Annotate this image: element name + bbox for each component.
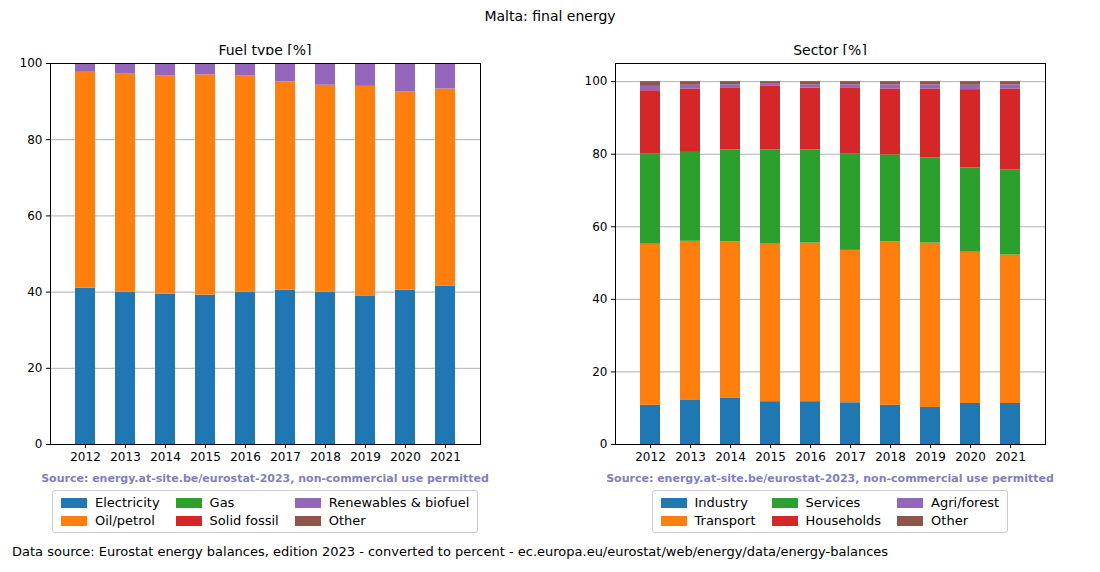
svg-text:2019: 2019: [350, 450, 381, 464]
svg-text:100: 100: [20, 56, 43, 70]
html-text:Agri/forest: Agri/forest: [931, 495, 999, 510]
svg-text:60: 60: [27, 209, 42, 223]
html-text:Industry: Industry: [694, 495, 748, 510]
svg-text:2016: 2016: [795, 450, 826, 464]
html-text:Transport: Transport: [694, 513, 756, 528]
html-text:Households: Households: [805, 513, 882, 528]
svg-text:2014: 2014: [150, 450, 181, 464]
html-text:Source: energy.at-site.be/euro: Source: energy.at-site.be/eurostat-2023,…: [606, 472, 1054, 485]
html-text:Fuel type [%]: Fuel type [%]: [218, 42, 312, 58]
html-text:Malta: final energy: Malta: final energy: [484, 8, 616, 24]
svg-text:2015: 2015: [755, 450, 786, 464]
svg-text:2013: 2013: [110, 450, 141, 464]
svg-text:80: 80: [27, 133, 42, 147]
svg-text:2018: 2018: [310, 450, 341, 464]
svg-text:80: 80: [592, 147, 607, 161]
html-text:Renewables & biofuel: Renewables & biofuel: [328, 495, 470, 510]
svg-text:100: 100: [585, 74, 608, 88]
html-text:Gas: Gas: [209, 495, 235, 510]
svg-text:40: 40: [592, 292, 607, 306]
svg-text:2021: 2021: [995, 450, 1026, 464]
svg-text:60: 60: [592, 220, 607, 234]
svg-text:2019: 2019: [915, 450, 946, 464]
svg-text:2020: 2020: [955, 450, 986, 464]
svg-text:2017: 2017: [270, 450, 301, 464]
html-text:Data source: Eurostat energy b: Data source: Eurostat energy balances, e…: [12, 544, 889, 559]
svg-text:2014: 2014: [715, 450, 746, 464]
svg-text:2016: 2016: [230, 450, 261, 464]
html-text:Source: energy.at-site.be/euro: Source: energy.at-site.be/eurostat-2023,…: [41, 472, 489, 485]
svg-text:40: 40: [27, 285, 42, 299]
svg-text:2021: 2021: [430, 450, 461, 464]
svg-text:20: 20: [27, 361, 42, 375]
svg-text:2018: 2018: [875, 450, 906, 464]
html-text:Other: Other: [328, 513, 366, 528]
html-text:Solid fossil: Solid fossil: [209, 513, 279, 528]
svg-text:2020: 2020: [390, 450, 421, 464]
html-text:Sector [%]: Sector [%]: [793, 42, 867, 58]
svg-text:2013: 2013: [675, 450, 706, 464]
svg-text:0: 0: [35, 437, 43, 451]
svg-text:2015: 2015: [190, 450, 221, 464]
html-text:Services: Services: [805, 495, 861, 510]
html-text:Electricity: Electricity: [95, 495, 160, 510]
html-text:Oil/petrol: Oil/petrol: [95, 513, 155, 528]
svg-text:20: 20: [592, 365, 607, 379]
html-text:Other: Other: [931, 513, 968, 528]
svg-text:2012: 2012: [635, 450, 666, 464]
svg-text:2017: 2017: [835, 450, 866, 464]
svg-text:2012: 2012: [70, 450, 101, 464]
svg-text:0: 0: [600, 437, 608, 451]
